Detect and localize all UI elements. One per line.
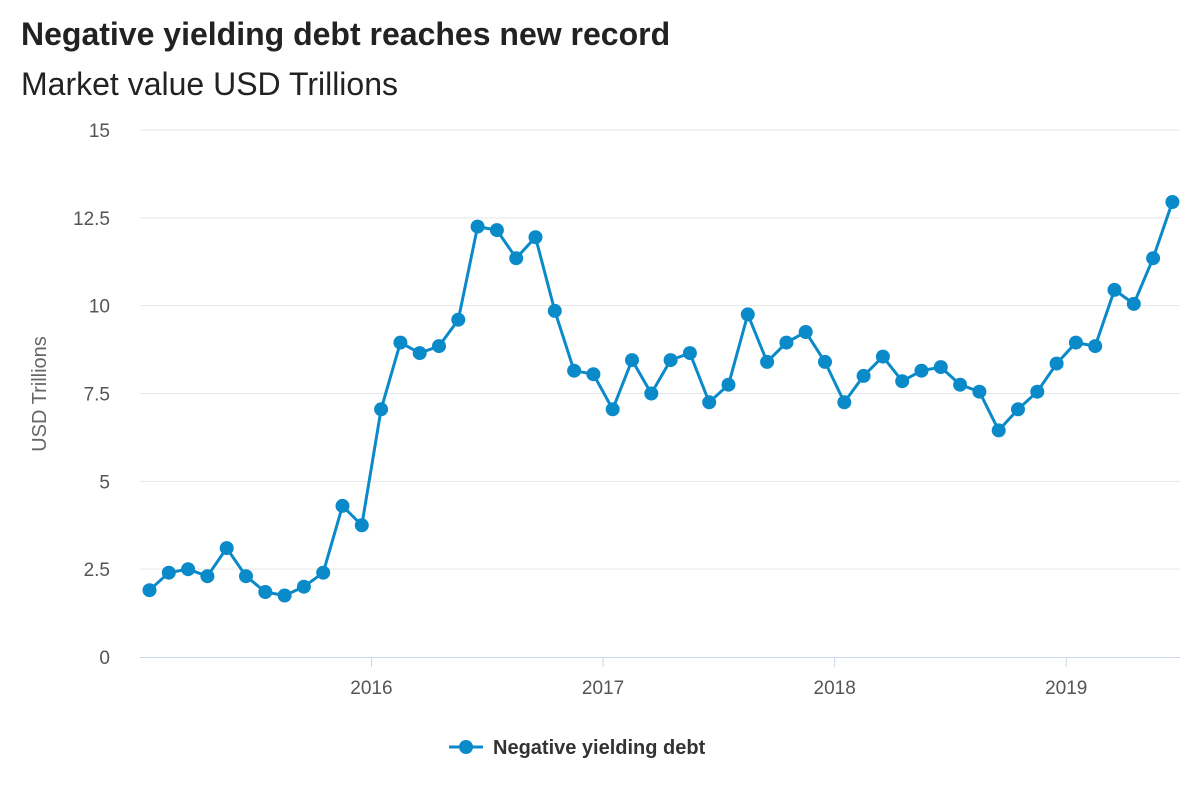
data-point <box>740 307 755 322</box>
data-point <box>798 325 813 339</box>
y-tick-label: 5 <box>99 472 110 493</box>
data-point <box>335 498 350 513</box>
data-point <box>895 374 910 389</box>
data-point <box>1165 195 1180 209</box>
data-point <box>316 565 331 580</box>
data-point <box>528 230 543 245</box>
data-point <box>354 518 369 533</box>
data-point <box>760 354 775 369</box>
data-point <box>239 569 253 584</box>
grid-lines <box>140 129 1180 570</box>
data-point <box>856 368 871 383</box>
data-point <box>663 353 678 368</box>
data-point <box>200 569 215 584</box>
legend[interactable]: Negative yielding debt <box>449 737 706 759</box>
data-point <box>374 402 389 417</box>
data-point <box>1146 251 1161 266</box>
data-point <box>991 423 1006 438</box>
series-negative-yielding-debt <box>142 195 1180 603</box>
data-point <box>489 223 504 238</box>
data-point <box>1011 402 1025 417</box>
data-point <box>277 588 292 603</box>
data-point <box>296 579 311 594</box>
data-point <box>393 335 408 350</box>
y-tick-label: 10 <box>89 297 110 318</box>
data-point <box>412 346 427 361</box>
data-point <box>875 349 890 364</box>
chart-subtitle: Market value USD Trillions <box>21 66 398 102</box>
data-point <box>818 354 832 369</box>
y-tick-label: 0 <box>99 648 110 669</box>
legend-item-negative-yielding-debt: Negative yielding debt <box>493 737 706 759</box>
data-point <box>1030 384 1045 399</box>
data-point <box>142 583 157 598</box>
series-line <box>148 200 1174 597</box>
x-axis <box>140 657 1180 667</box>
data-point <box>721 377 736 392</box>
data-point <box>451 312 466 327</box>
data-point <box>432 339 446 354</box>
data-point <box>1049 356 1064 371</box>
data-point <box>605 402 620 417</box>
x-tick-label: 2018 <box>814 678 856 699</box>
data-point <box>547 303 562 318</box>
legend-symbol-marker <box>459 740 473 754</box>
data-point <box>509 251 524 266</box>
data-point <box>914 363 929 378</box>
x-tick-label: 2019 <box>1045 678 1087 699</box>
chart-title: Negative yielding debt reaches new recor… <box>21 16 671 52</box>
x-tick-label: 2016 <box>350 678 392 699</box>
x-tick-label: 2017 <box>582 678 624 699</box>
data-point <box>837 395 852 410</box>
data-point <box>258 585 273 599</box>
y-tick-label: 7.5 <box>84 385 110 406</box>
data-point <box>1088 339 1103 354</box>
data-point <box>933 360 948 375</box>
y-tick-label: 15 <box>89 121 110 142</box>
data-point <box>644 386 659 401</box>
data-point <box>625 353 639 368</box>
data-point <box>702 395 717 410</box>
data-point <box>779 335 794 350</box>
y-axis-title: USD Trillions <box>29 336 51 452</box>
y-axis-labels: 0 2.5 5 7.5 10 12.5 15 <box>73 121 110 669</box>
data-point <box>219 541 234 556</box>
data-point <box>972 384 987 399</box>
data-point <box>1126 296 1141 311</box>
data-point <box>470 219 485 234</box>
y-tick-label: 12.5 <box>73 209 110 230</box>
data-point <box>181 562 196 577</box>
data-point <box>586 367 601 382</box>
y-tick-label: 2.5 <box>84 560 110 581</box>
data-point <box>161 565 176 580</box>
data-point <box>567 363 582 378</box>
data-point <box>1068 335 1083 350</box>
data-point <box>682 346 697 361</box>
data-point <box>1107 282 1122 297</box>
data-point <box>953 377 968 392</box>
x-axis-labels: 2016 2017 2018 2019 <box>350 678 1087 699</box>
